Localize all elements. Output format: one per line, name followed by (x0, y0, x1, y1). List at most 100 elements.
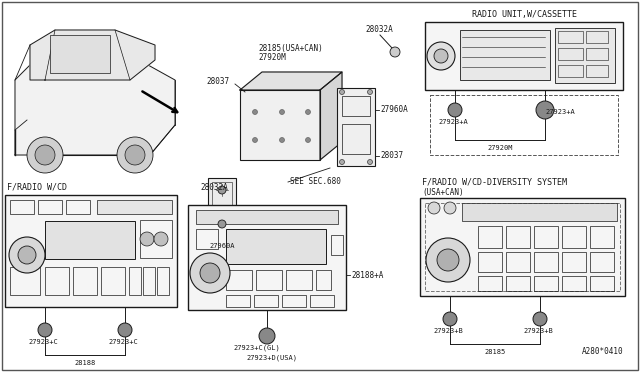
Text: 27923+D(USA): 27923+D(USA) (246, 355, 298, 361)
Text: 28185(USA+CAN): 28185(USA+CAN) (258, 44, 323, 52)
Text: 28032A: 28032A (200, 183, 228, 192)
Circle shape (253, 109, 257, 115)
Circle shape (280, 138, 285, 142)
Bar (586, 65, 608, 77)
Bar (478, 226, 502, 248)
Bar (506, 276, 530, 291)
Circle shape (305, 109, 310, 115)
Bar (286, 270, 312, 290)
Circle shape (339, 160, 344, 164)
Bar (506, 252, 530, 272)
Bar (460, 30, 550, 80)
Bar (555, 28, 615, 83)
Polygon shape (30, 30, 155, 80)
Bar (420, 198, 625, 296)
Bar (590, 226, 614, 248)
Circle shape (437, 249, 459, 271)
Circle shape (190, 253, 230, 293)
Text: 27960A: 27960A (209, 243, 235, 249)
Text: 27923+C(GL): 27923+C(GL) (234, 345, 280, 351)
Circle shape (427, 42, 455, 70)
Bar (188, 205, 346, 310)
Bar (143, 267, 155, 295)
Bar (590, 252, 614, 272)
Bar (478, 252, 502, 272)
Polygon shape (240, 72, 342, 90)
Circle shape (38, 323, 52, 337)
Bar (129, 267, 141, 295)
Circle shape (280, 109, 285, 115)
Text: 28185: 28185 (484, 349, 506, 355)
Bar (45, 267, 69, 295)
Bar (10, 267, 40, 295)
Bar (586, 31, 608, 43)
Circle shape (443, 312, 457, 326)
Bar (430, 95, 618, 155)
Bar (534, 276, 558, 291)
Bar (425, 203, 620, 291)
Bar (310, 295, 334, 307)
Text: 27923+B: 27923+B (433, 328, 463, 334)
Text: 27923+C: 27923+C (28, 339, 58, 345)
Bar (425, 22, 623, 90)
Text: 27923+A: 27923+A (438, 119, 468, 125)
Bar (212, 182, 232, 232)
Bar (5, 195, 177, 307)
Circle shape (117, 137, 153, 173)
Polygon shape (320, 72, 342, 160)
Text: 28037: 28037 (207, 77, 230, 87)
Bar (342, 96, 370, 116)
Bar (506, 226, 530, 248)
Bar (226, 229, 326, 264)
Bar (38, 200, 62, 214)
Bar (462, 203, 617, 221)
Bar (342, 124, 370, 154)
Circle shape (428, 202, 440, 214)
Bar (240, 90, 320, 160)
Text: F/RADIO W/CD: F/RADIO W/CD (7, 183, 67, 192)
Bar (254, 295, 278, 307)
Polygon shape (15, 55, 175, 155)
Circle shape (426, 238, 470, 282)
Text: F/RADIO W/CD-DIVERSITY SYSTEM: F/RADIO W/CD-DIVERSITY SYSTEM (422, 177, 567, 186)
Bar (196, 210, 338, 224)
Circle shape (305, 138, 310, 142)
Circle shape (9, 237, 45, 273)
Text: 27923+A: 27923+A (545, 109, 575, 115)
Bar (590, 276, 614, 291)
Bar (140, 220, 172, 258)
Text: 28188: 28188 (74, 360, 95, 366)
Bar (45, 221, 135, 259)
Bar (73, 267, 97, 295)
Bar (50, 35, 110, 73)
Bar (226, 295, 250, 307)
Bar (331, 235, 343, 255)
Circle shape (444, 202, 456, 214)
Circle shape (200, 263, 220, 283)
Bar (586, 48, 608, 60)
Circle shape (339, 90, 344, 94)
Bar (534, 226, 558, 248)
Bar (101, 267, 125, 295)
Bar (562, 276, 586, 291)
Text: 28188+A: 28188+A (351, 270, 383, 279)
Bar (208, 178, 236, 236)
Circle shape (35, 145, 55, 165)
Text: 27923+B: 27923+B (523, 328, 553, 334)
Bar (478, 276, 502, 291)
Circle shape (434, 49, 448, 63)
Text: A280*0410: A280*0410 (581, 347, 623, 356)
Bar (157, 267, 169, 295)
Circle shape (154, 232, 168, 246)
Bar (256, 270, 282, 290)
Text: RADIO UNIT,W/CASSETTE: RADIO UNIT,W/CASSETTE (472, 10, 577, 19)
Circle shape (140, 232, 154, 246)
Circle shape (253, 138, 257, 142)
Bar (226, 270, 252, 290)
Bar (562, 252, 586, 272)
Bar (337, 88, 375, 166)
Bar (10, 200, 34, 214)
Bar (97, 200, 172, 214)
Circle shape (390, 47, 400, 57)
Circle shape (448, 103, 462, 117)
